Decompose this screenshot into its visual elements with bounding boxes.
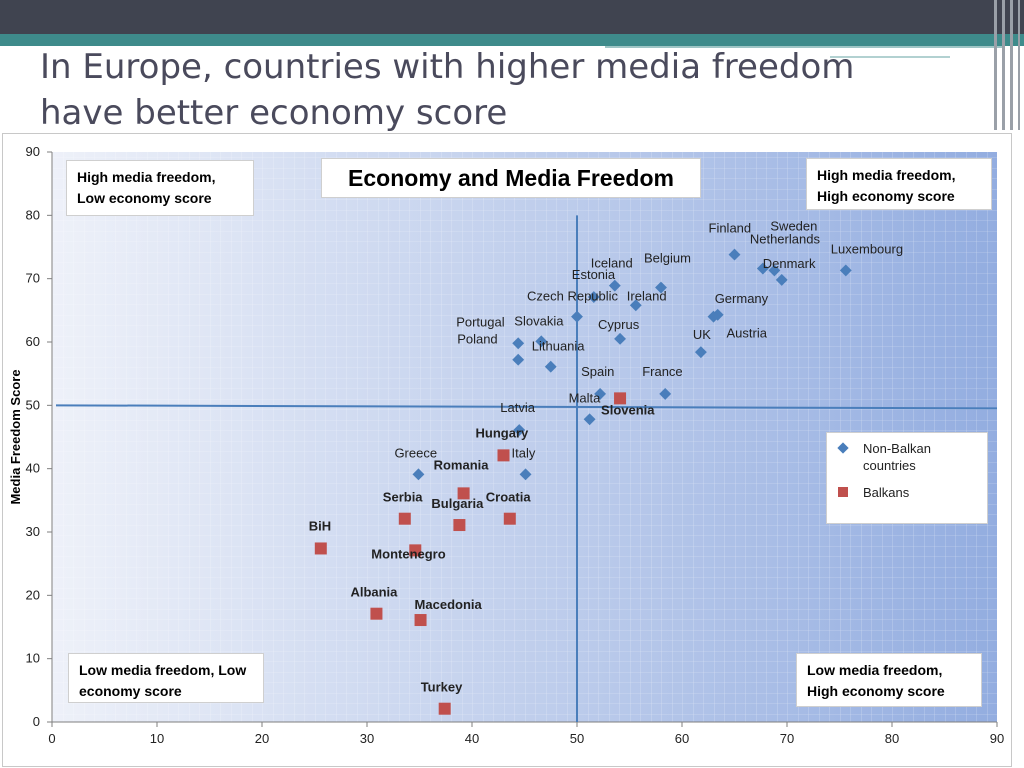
label-slovenia: Slovenia xyxy=(601,402,655,417)
y-tick-label: 0 xyxy=(33,714,40,729)
label-finland: Finland xyxy=(709,221,752,236)
label-luxembourg: Luxembourg xyxy=(831,241,903,256)
point-macedonia xyxy=(414,614,427,627)
x-tick-label: 50 xyxy=(570,731,584,746)
label-germany: Germany xyxy=(715,291,769,306)
legend-item-non-balkan: Non-Balkan countries xyxy=(863,441,931,473)
point-slovenia xyxy=(614,392,627,405)
point-slovakia xyxy=(535,335,548,348)
label-romania: Romania xyxy=(434,457,490,472)
quadrant-lines xyxy=(55,215,998,722)
label-netherlands: Netherlands xyxy=(750,232,821,247)
label-cyprus: Cyprus xyxy=(598,317,640,332)
point-italy xyxy=(519,468,532,481)
label-greece: Greece xyxy=(394,445,437,460)
quadrant-label-bottom-right: Low media freedom, High economy score xyxy=(796,653,982,707)
x-tick-label: 10 xyxy=(150,731,164,746)
legend-diamond-marker xyxy=(837,442,849,454)
point-lithuania xyxy=(544,360,557,373)
label-malta: Malta xyxy=(569,390,602,405)
label-turkey: Turkey xyxy=(421,680,463,695)
x-tick-label: 40 xyxy=(465,731,479,746)
label-italy: Italy xyxy=(512,445,536,460)
slide-accent-band xyxy=(0,34,1024,46)
chart-title: Economy and Media Freedom xyxy=(321,158,701,198)
x-tick-label: 30 xyxy=(360,731,374,746)
point-montenegro xyxy=(409,544,422,557)
point-iceland xyxy=(608,279,621,292)
label-austria: Austria xyxy=(727,326,768,341)
point-bulgaria xyxy=(453,519,466,532)
x-tick-label: 20 xyxy=(255,731,269,746)
label-denmark: Denmark xyxy=(763,256,816,271)
label-france: France xyxy=(642,364,682,379)
axes: 0 10 20 30 40 50 60 70 80 90 0 10 20 30 40 50 60 70 80 90 xyxy=(26,144,1005,746)
label-slovakia: Slovakia xyxy=(514,313,564,328)
y-tick-label: 70 xyxy=(26,271,40,286)
legend: Non-Balkan countries Balkans xyxy=(826,432,988,524)
y-tick-label: 80 xyxy=(26,207,40,222)
slide-corner-decoration xyxy=(990,0,1024,130)
label-bih: BiH xyxy=(309,518,331,533)
slide-accent-line xyxy=(605,46,1005,48)
label-albania: Albania xyxy=(350,585,398,600)
label-hungary: Hungary xyxy=(476,425,530,440)
point-hungary xyxy=(497,449,510,462)
y-axis-title: Media Freedom Score xyxy=(8,369,23,504)
x-tick-label: 90 xyxy=(990,731,1004,746)
label-iceland: Iceland xyxy=(591,256,633,271)
point-romania xyxy=(457,487,470,500)
slide-title: In Europe, countries with higher media f… xyxy=(40,47,855,133)
point-bih xyxy=(314,542,327,555)
y-tick-label: 20 xyxy=(26,587,40,602)
label-macedonia: Macedonia xyxy=(415,597,483,612)
slide-accent-line-short xyxy=(830,56,950,58)
quadrant-label-top-right: High media freedom, High economy score xyxy=(806,158,992,210)
label-portugal: Portugal xyxy=(456,314,505,329)
point-poland xyxy=(512,353,525,366)
x-tick-label: 70 xyxy=(780,731,794,746)
point-finland xyxy=(728,248,741,261)
slide-top-band xyxy=(0,0,1024,34)
y-tick-label: 10 xyxy=(26,651,40,666)
label-bulgaria: Bulgaria xyxy=(431,496,484,511)
legend-item-balkans: Balkans xyxy=(863,485,910,500)
x-tick-label: 0 xyxy=(48,731,55,746)
label-montenegro: Montenegro xyxy=(371,546,445,561)
x-tick-label: 60 xyxy=(675,731,689,746)
quadrant-label-top-left: High media freedom, Low economy score xyxy=(66,160,254,216)
point-albania xyxy=(370,607,383,620)
quadrant-label-bottom-left: Low media freedom, Low economy score xyxy=(68,653,264,703)
label-croatia: Croatia xyxy=(486,490,532,505)
point-greece xyxy=(412,468,425,481)
label-spain: Spain xyxy=(581,364,614,379)
point-croatia xyxy=(503,512,516,525)
point-turkey xyxy=(438,702,451,715)
point-uk xyxy=(694,346,707,359)
label-czech-republic: Czech Republic xyxy=(527,289,619,304)
label-sweden: Sweden xyxy=(770,218,817,233)
label-lithuania: Lithuania xyxy=(532,339,586,354)
horizontal-reference-line xyxy=(55,404,998,410)
y-tick-label: 30 xyxy=(26,524,40,539)
x-tick-label: 80 xyxy=(885,731,899,746)
label-uk: UK xyxy=(693,327,711,342)
label-poland: Poland xyxy=(457,332,497,347)
point-cyprus xyxy=(614,332,626,345)
y-tick-label: 90 xyxy=(26,144,40,159)
point-serbia xyxy=(398,512,411,525)
y-tick-label: 60 xyxy=(26,334,40,349)
label-serbia: Serbia xyxy=(383,490,424,505)
label-estonia: Estonia xyxy=(572,267,616,282)
label-belgium: Belgium xyxy=(644,251,691,266)
y-tick-label: 50 xyxy=(26,397,40,412)
label-ireland: Ireland xyxy=(627,288,667,303)
y-tick-label: 40 xyxy=(26,461,40,476)
label-latvia: Latvia xyxy=(500,400,535,415)
legend-square-marker xyxy=(838,487,848,497)
